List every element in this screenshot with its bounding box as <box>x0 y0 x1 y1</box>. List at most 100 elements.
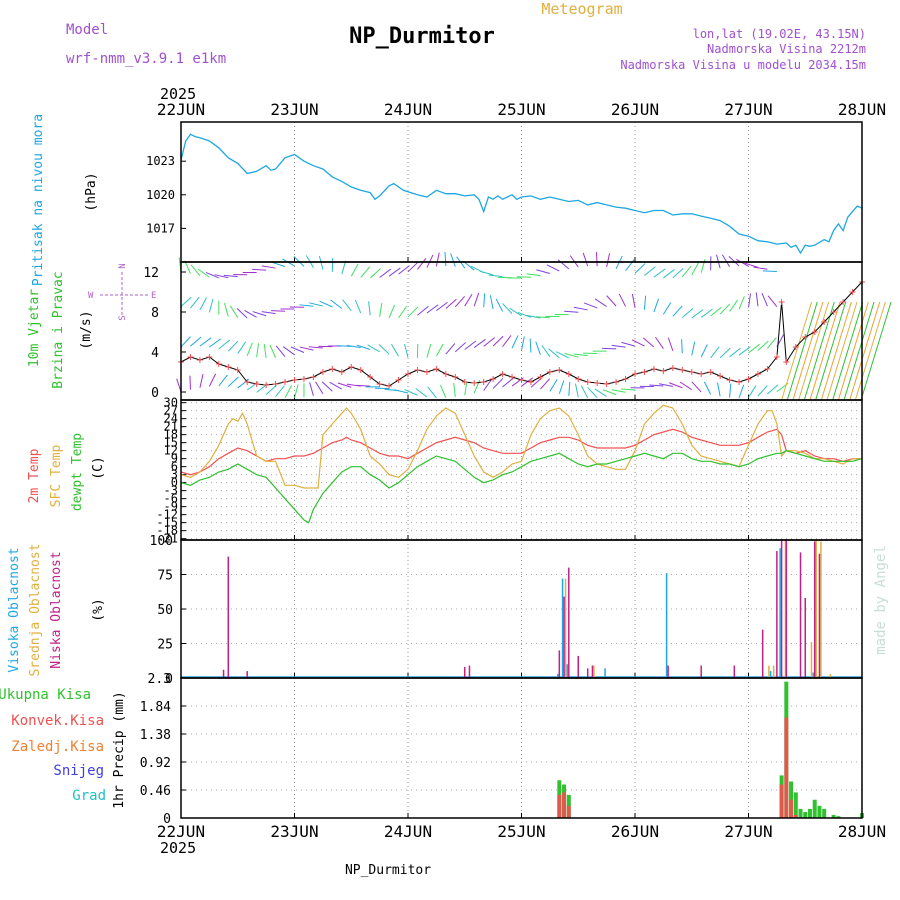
wind-barb <box>388 267 401 277</box>
cloud-bar-mid <box>593 665 595 678</box>
wind-barb <box>700 344 708 358</box>
precip-bar-convective <box>779 784 784 818</box>
wind-barb <box>378 344 390 355</box>
temperature-line-sfc <box>180 404 862 489</box>
wind-barb <box>197 268 210 278</box>
wind-barb <box>728 255 740 267</box>
precip-bar-convective <box>562 792 567 818</box>
wind-gust-marker <box>187 354 194 360</box>
wind-barb <box>558 380 565 394</box>
wind-barb <box>511 335 519 349</box>
wind-barb <box>299 304 314 307</box>
wind-barb <box>815 301 847 401</box>
wind-barb <box>398 306 407 319</box>
wind-barb <box>337 345 352 347</box>
wind-barb <box>246 342 253 356</box>
wind-gust-marker <box>778 299 785 305</box>
wind-barb <box>854 301 886 401</box>
wind-barb <box>346 344 361 349</box>
wind-gust-marker <box>849 289 856 295</box>
wind-barb <box>341 260 347 275</box>
wind-barb <box>710 346 720 359</box>
wind-gust-marker <box>423 369 430 375</box>
wind-barb <box>757 385 768 397</box>
wind-barb <box>672 268 684 279</box>
wind-barb <box>529 338 532 353</box>
cloud-bar-low <box>577 655 579 678</box>
wind-barb <box>445 343 456 355</box>
wind-gust-marker <box>632 371 638 377</box>
temperature-tick-label: 18 <box>164 428 178 442</box>
wind-barb <box>426 254 434 268</box>
wind-barb <box>729 299 738 312</box>
wind-gust-marker <box>253 381 260 387</box>
footer-label: NP_Durmitor <box>345 863 431 878</box>
wind-barb <box>190 336 202 347</box>
wind-barb <box>294 384 299 399</box>
wind-barb <box>426 343 432 358</box>
wind-barb <box>526 273 541 277</box>
wind-barb <box>798 301 830 401</box>
precip-legend-item: Ukupna Kisa <box>0 687 91 703</box>
wind-barb <box>564 310 579 313</box>
cloud-bar-high <box>557 673 559 678</box>
wind-barb <box>757 340 769 351</box>
wind-barb <box>208 298 214 313</box>
wind-barb <box>549 379 558 392</box>
wind-barb <box>595 252 598 267</box>
wind-gust-marker <box>613 379 620 385</box>
wind-barb <box>379 268 392 278</box>
wind-barb <box>227 376 239 387</box>
cloud-bar-low <box>227 556 230 678</box>
wind-barb <box>620 388 636 391</box>
cloud-bar-high <box>812 672 814 678</box>
wind-gust-marker <box>821 319 828 325</box>
day-label-top: 25JUN <box>497 100 545 119</box>
cloud-bar-low <box>586 668 589 678</box>
elevation-label: Nadmorska Visina 2212m <box>707 42 866 56</box>
wind-barb <box>621 341 636 347</box>
wind-gust-marker <box>348 364 355 370</box>
wind-barb <box>719 303 731 315</box>
wind-barb <box>755 292 759 307</box>
wind-barb <box>199 297 207 311</box>
wind-barb <box>356 384 371 387</box>
wind-barb <box>700 308 713 318</box>
wind-barb <box>256 343 260 358</box>
wind-barb <box>703 381 712 395</box>
temperature-tick-label: 15 <box>164 436 178 450</box>
precip-tick-label: 0.92 <box>140 756 171 771</box>
wind-barb <box>826 301 858 401</box>
cloud-bar-high <box>779 548 781 678</box>
wind-gust-marker <box>802 334 809 340</box>
wind-barb <box>426 304 439 314</box>
precip-legend-item: Konvek.Kisa <box>11 713 104 729</box>
wind-barb <box>767 337 777 349</box>
wind-tick-label: 8 <box>151 306 159 321</box>
wind-barb <box>329 381 343 390</box>
wind-barb <box>398 265 410 275</box>
precip-bar-total <box>807 808 812 818</box>
cloud-bar-low <box>222 669 225 678</box>
wind-gust-marker <box>660 368 667 374</box>
wind-barb <box>582 252 589 267</box>
wind-barb <box>391 343 399 357</box>
wind-barb <box>541 344 551 357</box>
wind-barb <box>223 302 229 317</box>
wind-barb <box>564 353 579 358</box>
wind-gust-marker <box>518 377 525 383</box>
wind-barb <box>275 345 286 357</box>
wind-barb <box>180 336 191 348</box>
wind-barb <box>832 301 864 401</box>
wind-barb <box>415 388 428 398</box>
wind-barb <box>199 373 204 388</box>
cloud-bar-low <box>700 665 702 678</box>
precip-bar-convective <box>566 805 571 818</box>
wind-barb <box>738 346 751 356</box>
wind-gust-marker <box>461 379 468 385</box>
pressure-tick-label: 1017 <box>146 221 175 235</box>
wind-gust-marker <box>650 366 657 372</box>
cloud-tick-label: 25 <box>157 638 173 653</box>
precip-bar-total <box>817 805 822 818</box>
